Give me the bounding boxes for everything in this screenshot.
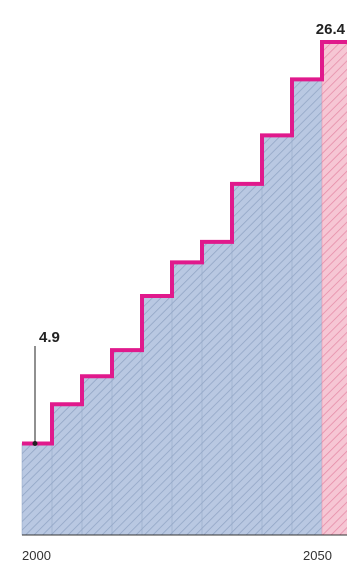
bar-2040 (261, 135, 293, 536)
labels-layer: 4.9 26.4 2000 2050 (22, 21, 346, 563)
bars-layer (21, 41, 347, 536)
annotation-leader-dot (32, 440, 38, 446)
bar-2015 (111, 349, 143, 536)
bar-2045 (291, 79, 323, 536)
bar-2020 (141, 295, 173, 536)
bar-2050 (321, 41, 347, 536)
data-label-end: 26.4 (316, 21, 346, 38)
bar-2025 (171, 262, 203, 536)
bar-2035 (231, 183, 263, 536)
bar-2010 (81, 376, 113, 536)
bar-2005 (51, 404, 83, 536)
bar-2000 (21, 443, 53, 536)
x-tick-label-first: 2000 (22, 548, 51, 563)
x-tick-label-last: 2050 (303, 548, 332, 563)
step-line (22, 40, 347, 446)
data-label-start: 4.9 (39, 329, 60, 346)
bar-2030 (201, 241, 233, 536)
